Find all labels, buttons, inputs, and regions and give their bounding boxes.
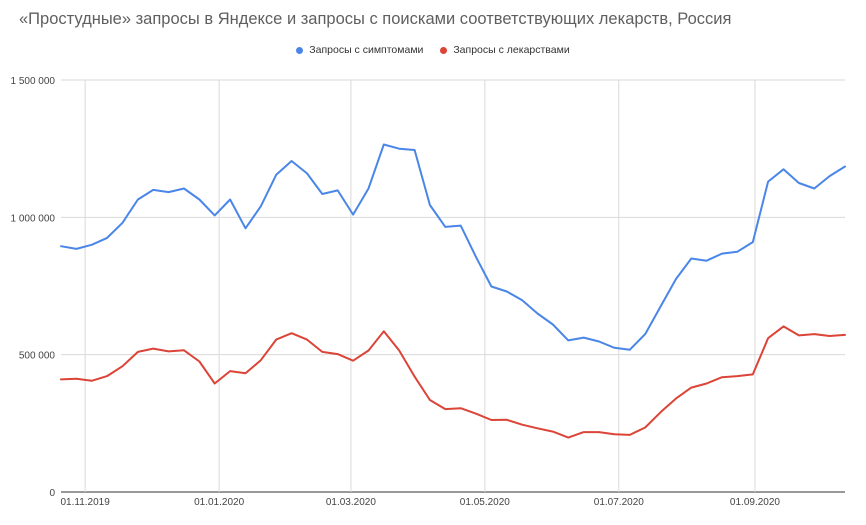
x-tick-label: 01.07.2020 [594,497,644,508]
legend-item-medicines[interactable]: Запросы с лекарствами [440,44,570,56]
legend-label-symptoms: Запросы с симптомами [309,44,424,56]
x-tick-label: 01.09.2020 [730,497,780,508]
x-tick-label: 01.01.2020 [194,497,244,508]
legend-label-medicines: Запросы с лекарствами [453,44,570,56]
series-line-medicines [60,325,846,439]
y-tick-label: 1 500 000 [11,76,56,87]
legend-swatch-symptoms [296,46,304,54]
y-tick-label: 0 [49,488,55,499]
x-tick-label: 01.11.2019 [61,497,111,508]
y-tick-label: 500 000 [19,351,56,362]
chart-title: «Простудные» запросы в Яндексе и запросы… [19,10,732,28]
x-tick-label: 01.05.2020 [460,497,510,508]
series-line-symptoms [60,143,846,351]
legend-swatch-medicines [440,46,448,54]
legend: Запросы с симптомами Запросы с лекарства… [0,44,866,57]
y-tick-label: 1 000 000 [11,213,56,224]
x-tick-label: 01.03.2020 [326,497,376,508]
legend-item-symptoms[interactable]: Запросы с симптомами [296,44,423,56]
